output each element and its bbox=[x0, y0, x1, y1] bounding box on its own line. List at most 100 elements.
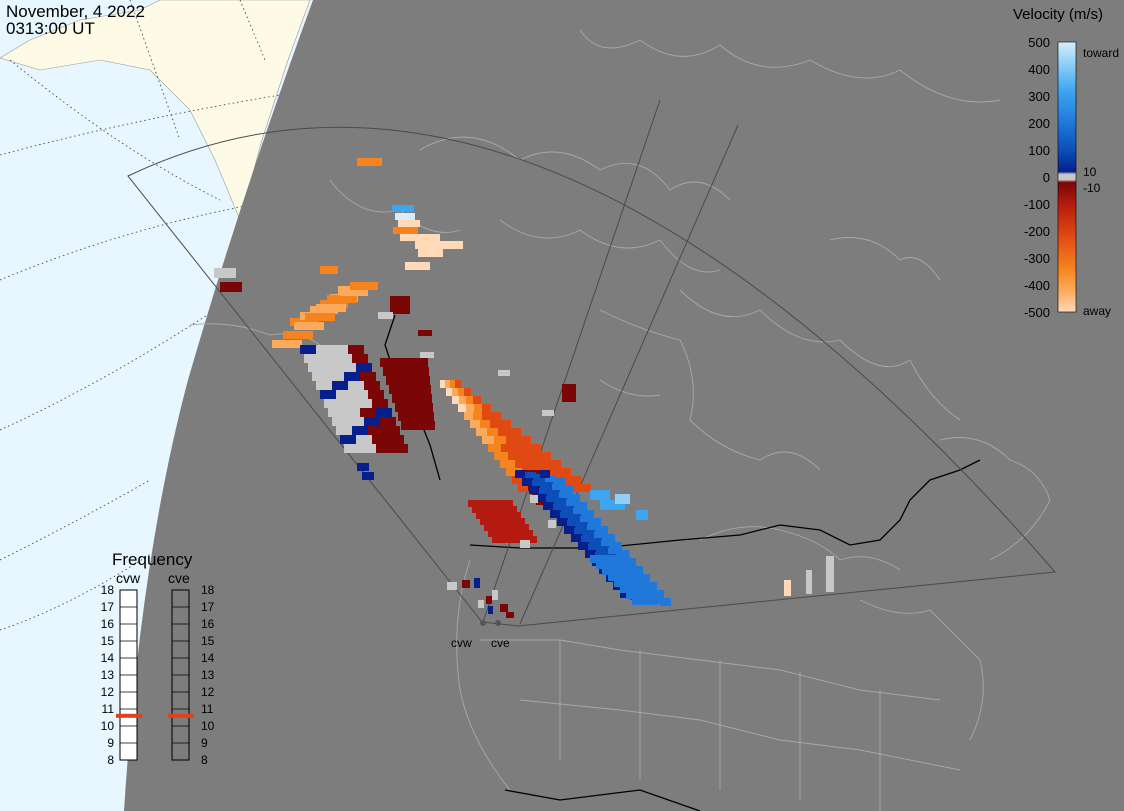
velocity-cell bbox=[585, 550, 596, 558]
velocity-cell bbox=[514, 444, 528, 452]
velocity-cell bbox=[390, 296, 410, 314]
velocity-cell bbox=[594, 532, 605, 540]
velocity-cell bbox=[478, 600, 484, 608]
velocity-cell bbox=[415, 241, 463, 249]
velocity-cell bbox=[487, 428, 499, 436]
velocity-cell bbox=[316, 345, 332, 354]
velocity-cell bbox=[360, 372, 376, 381]
velocity-cell bbox=[332, 381, 348, 390]
velocity-cell bbox=[549, 490, 560, 498]
velocity-cell bbox=[320, 354, 336, 363]
velocity-cell bbox=[556, 498, 567, 506]
velocity-cell bbox=[518, 484, 537, 492]
velocity-cell bbox=[636, 510, 648, 520]
colorbar-tick-label: 100 bbox=[1028, 143, 1050, 158]
frequency-tick-lines bbox=[120, 589, 189, 761]
velocity-cell bbox=[540, 470, 550, 478]
velocity-cell bbox=[376, 408, 392, 417]
velocity-cell bbox=[567, 520, 578, 528]
velocity-cell bbox=[283, 331, 313, 339]
velocity-cell bbox=[476, 428, 488, 436]
velocity-cell bbox=[563, 476, 581, 484]
cve-frequency-tick-label: 14 bbox=[201, 651, 215, 665]
velocity-cell bbox=[395, 403, 433, 412]
velocity-cell bbox=[452, 396, 460, 404]
velocity-cell bbox=[577, 522, 588, 530]
cve-station-label: cve bbox=[491, 636, 510, 650]
velocity-cell bbox=[332, 417, 348, 426]
velocity-cell bbox=[563, 506, 574, 514]
velocity-cell bbox=[484, 524, 529, 531]
colorbar-tick-label: 500 bbox=[1028, 35, 1050, 50]
velocity-cell bbox=[383, 367, 429, 376]
velocity-cell bbox=[368, 426, 384, 435]
velocity-cell bbox=[536, 452, 551, 460]
foreign-landmass bbox=[0, 0, 311, 221]
velocity-cell bbox=[392, 444, 408, 453]
velocity-cell bbox=[352, 390, 368, 399]
cvw-station-marker bbox=[480, 620, 486, 626]
velocity-cell bbox=[562, 486, 573, 494]
velocity-cell bbox=[357, 158, 382, 166]
velocity-cell bbox=[372, 399, 388, 408]
velocity-cell bbox=[378, 312, 393, 319]
velocity-cell bbox=[476, 512, 521, 519]
date-label: November, 4 2022 bbox=[6, 2, 145, 21]
velocity-cell bbox=[348, 417, 364, 426]
velocity-cell bbox=[590, 555, 630, 563]
velocity-cell bbox=[400, 234, 440, 241]
velocity-cell bbox=[520, 540, 530, 548]
velocity-cell bbox=[626, 591, 654, 599]
velocity-cell bbox=[380, 417, 396, 426]
cve-frequency-tick-label: 11 bbox=[201, 702, 214, 716]
velocity-cell bbox=[356, 435, 372, 444]
velocity-cell bbox=[356, 399, 372, 408]
velocity-cell bbox=[653, 590, 664, 598]
velocity-cell bbox=[418, 330, 432, 336]
velocity-cell bbox=[562, 384, 576, 402]
velocity-cell bbox=[459, 396, 467, 404]
velocity-cell bbox=[344, 408, 360, 417]
velocity-cell bbox=[522, 452, 537, 460]
velocity-cell bbox=[557, 518, 568, 526]
velocity-cell bbox=[542, 410, 554, 416]
velocity-cell bbox=[360, 444, 376, 453]
velocity-cell bbox=[450, 380, 456, 388]
cvw-frequency-tick-label: 9 bbox=[107, 736, 114, 750]
velocity-cell bbox=[598, 546, 609, 554]
away-label: away bbox=[1083, 304, 1112, 318]
cvw-frequency-tick-label: 10 bbox=[100, 719, 114, 733]
velocity-cell bbox=[348, 381, 364, 390]
velocity-cell bbox=[566, 500, 577, 508]
velocity-cell bbox=[386, 376, 430, 385]
cvw-frequency-tick-label: 12 bbox=[100, 685, 114, 699]
velocity-cell bbox=[480, 518, 525, 525]
velocity-cell bbox=[522, 478, 533, 486]
velocity-cell bbox=[372, 435, 388, 444]
velocity-cell bbox=[508, 452, 523, 460]
velocity-cell bbox=[492, 536, 537, 543]
velocity-cell bbox=[488, 444, 502, 452]
velocity-cell bbox=[360, 408, 376, 417]
velocity-cell bbox=[324, 399, 340, 408]
velocity-cell bbox=[532, 480, 543, 488]
pos-threshold-label: 10 bbox=[1083, 165, 1097, 179]
graticule-outside bbox=[0, 0, 281, 631]
colorbar-title: Velocity (m/s) bbox=[1013, 6, 1104, 23]
velocity-cell bbox=[539, 488, 550, 496]
globe-disc bbox=[124, 0, 1124, 811]
velocity-cell bbox=[312, 372, 328, 381]
velocity-cell bbox=[826, 556, 834, 592]
cve-column-label: cve bbox=[168, 570, 190, 586]
cvw-frequency-tick-label: 15 bbox=[100, 634, 114, 648]
velocity-cell bbox=[418, 249, 443, 257]
velocity-cell bbox=[328, 408, 344, 417]
velocity-cell bbox=[506, 436, 519, 444]
velocity-cell bbox=[611, 542, 622, 550]
velocity-cell bbox=[545, 460, 561, 468]
velocity-cell bbox=[578, 542, 589, 550]
velocity-cell bbox=[639, 574, 650, 582]
velocity-cell bbox=[452, 388, 459, 396]
velocity-cell bbox=[368, 390, 384, 399]
